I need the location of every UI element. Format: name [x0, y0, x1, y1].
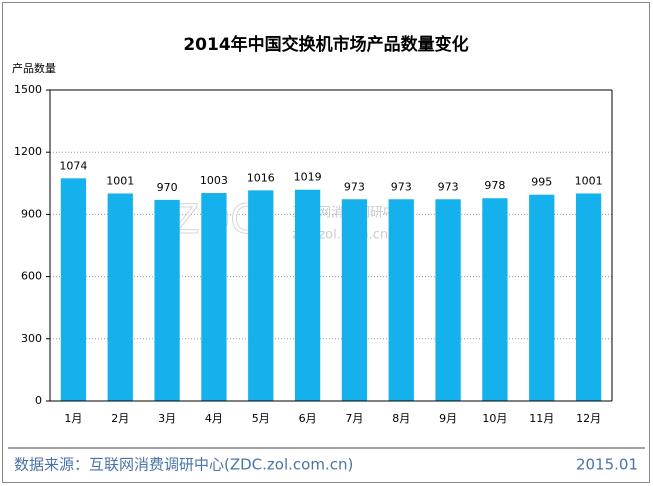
x-tick-label: 7月 — [345, 412, 363, 425]
chart-title: 2014年中国交换机市场产品数量变化 — [183, 34, 468, 55]
bar — [575, 193, 602, 401]
data-label: 1074 — [59, 159, 87, 172]
x-tick-label: 4月 — [205, 412, 223, 425]
data-label: 995 — [531, 176, 552, 189]
data-label: 1019 — [294, 171, 322, 184]
data-label: 973 — [438, 180, 459, 193]
y-tick-label: 900 — [21, 207, 42, 220]
x-tick-label: 2月 — [111, 412, 129, 425]
data-label: 973 — [344, 180, 365, 193]
x-tick-label: 5月 — [252, 412, 270, 425]
date: 2015.01 — [576, 456, 638, 474]
data-label: 970 — [157, 181, 178, 194]
data-label: 978 — [484, 179, 505, 192]
data-label: 1001 — [106, 174, 134, 187]
bar — [529, 194, 555, 401]
y-tick-label: 1200 — [14, 145, 42, 158]
data-label: 973 — [391, 180, 412, 193]
y-tick-label: 300 — [21, 332, 42, 345]
bar — [154, 199, 180, 401]
bar — [435, 199, 461, 401]
x-tick-label: 1月 — [64, 412, 82, 425]
bar — [341, 199, 368, 401]
y-tick-label: 600 — [21, 270, 42, 283]
data-label: 1016 — [247, 171, 275, 184]
x-tick-label: 8月 — [392, 412, 410, 425]
bar — [482, 198, 508, 401]
source: 数据来源：互联网消费调研中心(ZDC.zol.com.cn) — [14, 456, 353, 474]
bar — [201, 193, 227, 401]
bar — [60, 178, 87, 401]
x-tick-label: 11月 — [529, 412, 554, 425]
x-tick-label: 9月 — [439, 412, 457, 425]
bar — [248, 190, 274, 401]
bar — [107, 193, 133, 401]
x-tick-label: 10月 — [482, 412, 507, 425]
y-tick-label: 0 — [35, 394, 42, 407]
y-tick-label: 1500 — [14, 83, 42, 96]
bar — [294, 189, 321, 401]
x-tick-label: 6月 — [299, 412, 317, 425]
data-label: 1001 — [575, 174, 603, 187]
data-label: 1003 — [200, 174, 228, 187]
x-tick-label: 12月 — [576, 412, 601, 425]
x-tick-label: 3月 — [158, 412, 176, 425]
y-axis-label: 产品数量 — [12, 61, 56, 75]
bar — [388, 199, 414, 401]
